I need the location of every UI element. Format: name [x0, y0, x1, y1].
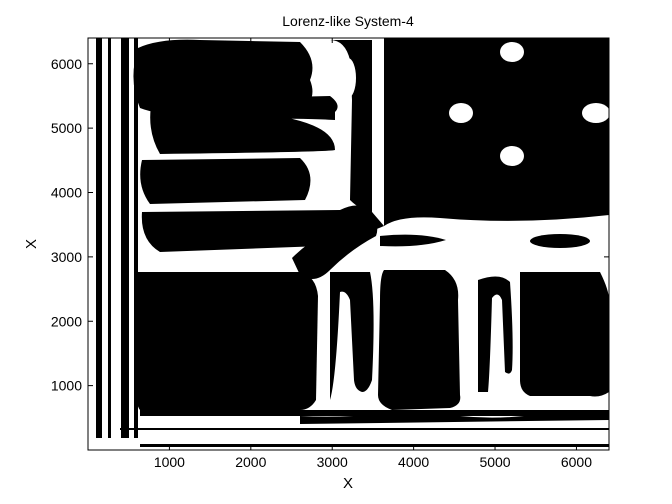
x-axis: 1000 2000 3000 4000 5000 6000 — [154, 38, 592, 470]
recurrence-region-lower-right-b — [478, 276, 513, 392]
x-tick-label: 2000 — [235, 454, 266, 470]
y-axis-label: X — [23, 239, 40, 249]
x-tick-label: 6000 — [561, 454, 592, 470]
recurrence-band-bottom-3 — [120, 428, 609, 430]
y-axis: 1000 2000 3000 4000 5000 6000 — [51, 56, 609, 394]
recurrence-band-bottom-2 — [300, 412, 609, 424]
axes-frame — [87, 37, 610, 451]
x-tick-label: 1000 — [154, 454, 185, 470]
recurrence-hole-5 — [340, 58, 356, 98]
recurrence-band-bottom-4 — [140, 444, 609, 447]
recurrence-diagonal-crossing — [292, 212, 378, 279]
recurrence-region-upper-middle — [150, 96, 338, 154]
y-tick-label: 3000 — [51, 249, 82, 265]
recurrence-band-bottom-1 — [140, 410, 609, 416]
y-tick-label: 4000 — [51, 185, 82, 201]
plot-area — [88, 38, 609, 450]
recurrence-region-vertical-column — [330, 40, 372, 212]
x-tick-label: 3000 — [317, 454, 348, 470]
chart-title: Lorenz-like System-4 — [282, 13, 414, 29]
y-tick-label: 2000 — [51, 313, 82, 329]
recurrence-region-lower-left — [134, 272, 318, 410]
recurrence-band-mid-right — [530, 234, 590, 248]
recurrence-hole-1 — [500, 42, 524, 62]
recurrence-region-lower-right-a — [378, 270, 461, 410]
y-tick-label: 6000 — [51, 56, 82, 72]
recurrence-band-mid-center — [380, 234, 446, 247]
x-tick-label: 5000 — [479, 454, 510, 470]
recurrence-region-top-band — [133, 39, 313, 116]
recurrence-band-left-2 — [108, 38, 111, 438]
recurrence-region-lower-center — [330, 272, 374, 400]
recurrence-hole-2 — [449, 103, 473, 123]
recurrence-hole-3 — [582, 103, 609, 123]
recurrence-region-lower-right-c — [520, 272, 609, 397]
x-tick-label: 4000 — [398, 454, 429, 470]
recurrence-band-left-4 — [134, 38, 138, 438]
recurrence-region-top-right — [384, 38, 609, 226]
recurrence-band-left-1 — [96, 38, 102, 438]
y-tick-label: 5000 — [51, 120, 82, 136]
recurrence-region-mid-upper — [140, 158, 311, 204]
recurrence-hole-4 — [500, 146, 524, 166]
x-axis-label: X — [343, 475, 353, 492]
recurrence-band-left-3 — [121, 38, 129, 438]
y-tick-label: 1000 — [51, 378, 82, 394]
